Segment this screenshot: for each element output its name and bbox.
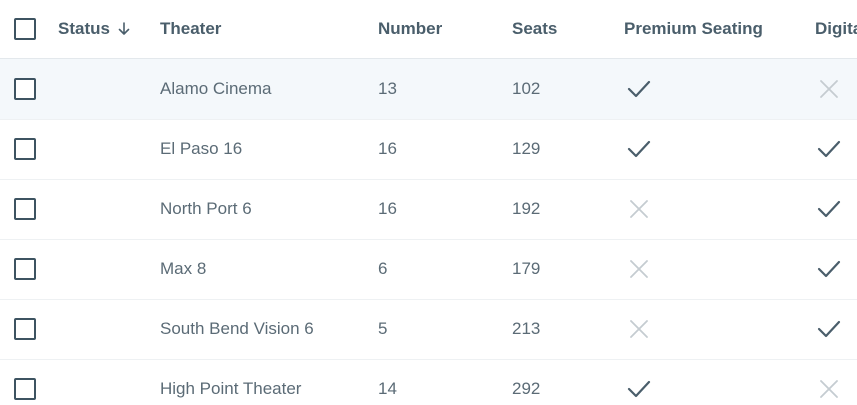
row-checkbox[interactable] bbox=[14, 138, 36, 160]
cell-theater: South Bend Vision 6 bbox=[160, 319, 314, 338]
cell-digital bbox=[816, 359, 842, 405]
cell-theater: Alamo Cinema bbox=[160, 79, 272, 98]
column-header-premium-seating-label: Premium Seating bbox=[624, 19, 763, 38]
row-select-cell bbox=[14, 299, 38, 359]
row-checkbox[interactable] bbox=[14, 318, 36, 340]
cell-premium-seating bbox=[626, 119, 652, 179]
cell-premium-seating bbox=[626, 239, 652, 299]
cell-seats: 129 bbox=[512, 139, 541, 158]
column-header-seats[interactable]: Seats bbox=[512, 0, 557, 58]
cross-icon bbox=[629, 199, 649, 219]
check-icon bbox=[627, 79, 651, 99]
check-icon bbox=[627, 379, 651, 399]
cell-seats: 213 bbox=[512, 319, 541, 338]
column-header-digital-label: Digital bbox=[815, 19, 857, 38]
select-all-checkbox[interactable] bbox=[14, 18, 36, 40]
cell-digital bbox=[816, 179, 842, 239]
cell-number: 16 bbox=[378, 139, 397, 158]
cross-icon bbox=[819, 379, 839, 399]
cell-number: 13 bbox=[378, 79, 397, 98]
cell-premium-seating bbox=[626, 359, 652, 405]
cell-digital bbox=[816, 299, 842, 359]
column-header-seats-label: Seats bbox=[512, 19, 558, 38]
row-checkbox[interactable] bbox=[14, 258, 36, 280]
check-icon bbox=[627, 139, 651, 159]
check-icon bbox=[817, 319, 841, 339]
arrow-down-icon bbox=[118, 22, 130, 36]
cross-icon bbox=[819, 79, 839, 99]
row-select-cell bbox=[14, 59, 38, 119]
column-header-status-label: Status bbox=[58, 19, 110, 38]
table-header-row: Status Theater Number Seats Premium Seat… bbox=[0, 0, 857, 59]
cell-number: 5 bbox=[378, 319, 388, 338]
column-header-number[interactable]: Number bbox=[378, 0, 442, 58]
column-header-premium-seating[interactable]: Premium Seating bbox=[624, 0, 763, 58]
cell-number: 16 bbox=[378, 199, 397, 218]
row-checkbox[interactable] bbox=[14, 378, 36, 400]
check-icon bbox=[817, 199, 841, 219]
row-checkbox[interactable] bbox=[14, 198, 36, 220]
table-row[interactable]: High Point Theater 14 292 bbox=[0, 359, 857, 405]
table-row[interactable]: El Paso 16 16 129 bbox=[0, 119, 857, 180]
table-row[interactable]: Alamo Cinema 13 102 bbox=[0, 59, 857, 120]
row-select-cell bbox=[14, 239, 38, 299]
cross-icon bbox=[629, 259, 649, 279]
check-icon bbox=[817, 139, 841, 159]
table-row[interactable]: South Bend Vision 6 5 213 bbox=[0, 299, 857, 360]
cell-theater: El Paso 16 bbox=[160, 139, 243, 158]
cell-theater: North Port 6 bbox=[160, 199, 252, 218]
row-select-cell bbox=[14, 179, 38, 239]
table-row[interactable]: Max 8 6 179 bbox=[0, 239, 857, 300]
cell-seats: 102 bbox=[512, 79, 541, 98]
cross-icon bbox=[629, 319, 649, 339]
row-checkbox[interactable] bbox=[14, 78, 36, 100]
cell-digital bbox=[816, 59, 842, 119]
cell-premium-seating bbox=[626, 299, 652, 359]
table-row[interactable]: North Port 6 16 192 bbox=[0, 179, 857, 240]
check-icon bbox=[817, 259, 841, 279]
cell-theater: High Point Theater bbox=[160, 379, 302, 398]
cell-number: 14 bbox=[378, 379, 397, 398]
cell-number: 6 bbox=[378, 259, 388, 278]
cell-seats: 292 bbox=[512, 379, 541, 398]
select-all-cell bbox=[14, 0, 38, 58]
cell-seats: 179 bbox=[512, 259, 541, 278]
column-header-digital[interactable]: Digital bbox=[815, 0, 857, 58]
column-header-status[interactable]: Status bbox=[58, 0, 130, 58]
row-select-cell bbox=[14, 119, 38, 179]
cell-premium-seating bbox=[626, 59, 652, 119]
cell-premium-seating bbox=[626, 179, 652, 239]
cell-seats: 192 bbox=[512, 199, 541, 218]
cell-digital bbox=[816, 119, 842, 179]
row-select-cell bbox=[14, 359, 38, 405]
column-header-number-label: Number bbox=[378, 19, 443, 38]
cell-theater: Max 8 bbox=[160, 259, 207, 278]
column-header-theater[interactable]: Theater bbox=[160, 0, 221, 58]
column-header-theater-label: Theater bbox=[160, 19, 222, 38]
cell-digital bbox=[816, 239, 842, 299]
